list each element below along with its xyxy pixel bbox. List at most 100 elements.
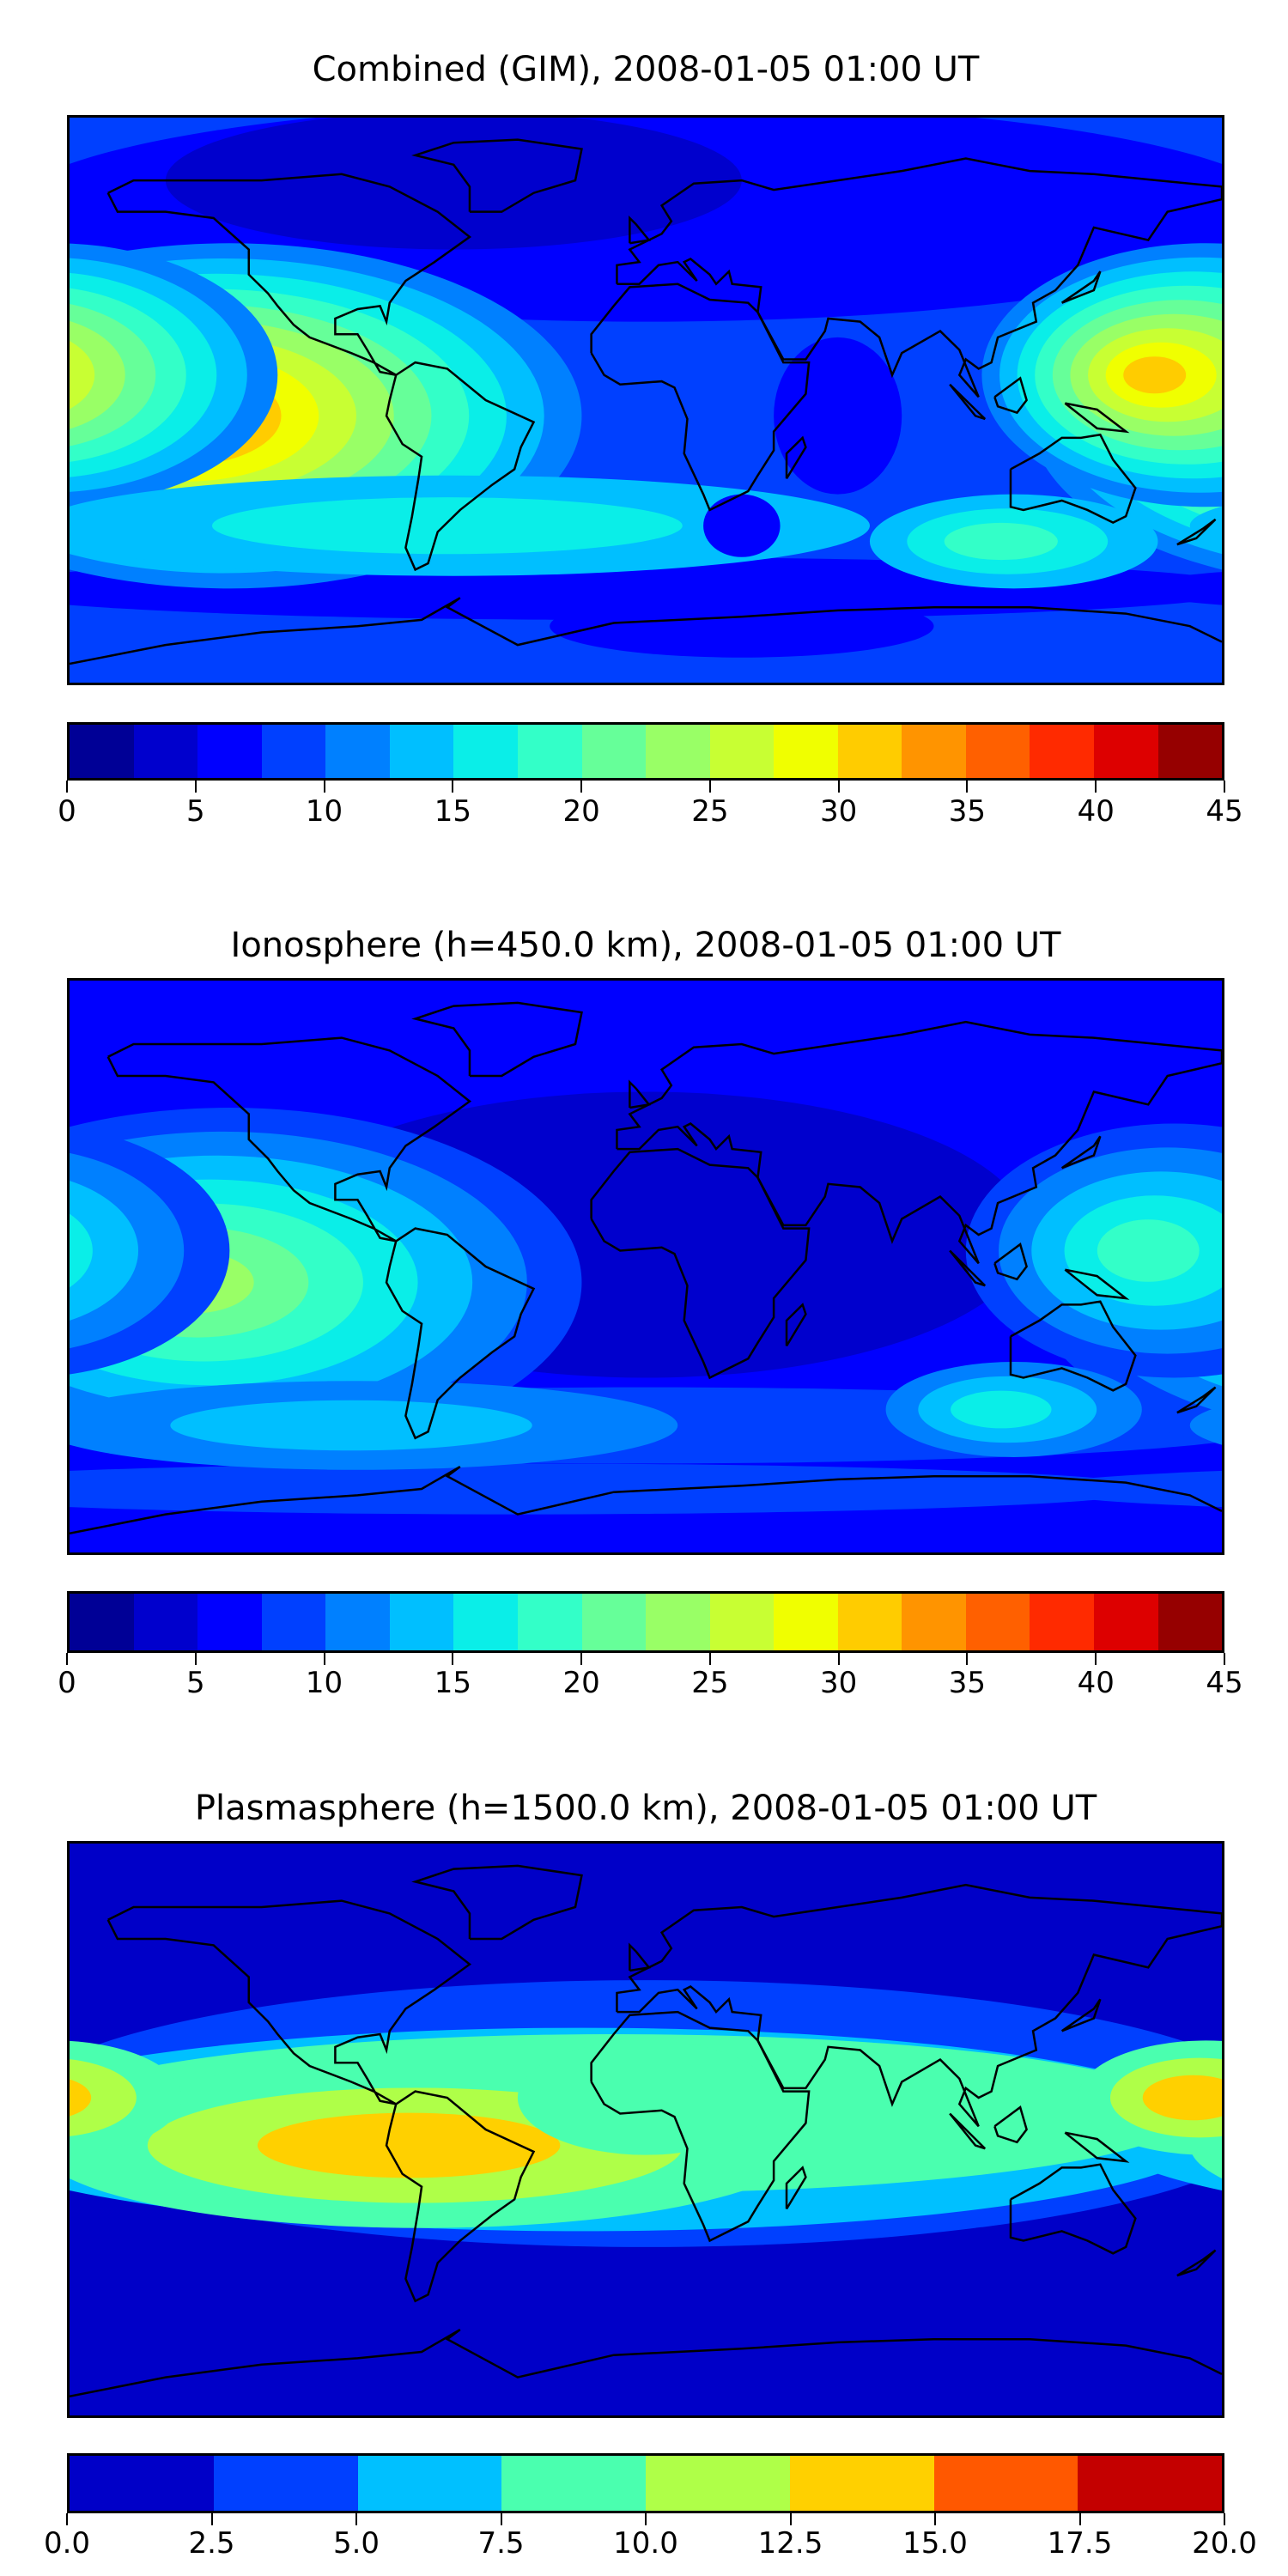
colorbar-tick-label: 15 bbox=[434, 794, 471, 829]
map-plot bbox=[67, 115, 1224, 685]
colorbar-tick-label: 25 bbox=[691, 1666, 729, 1700]
coastline bbox=[950, 385, 985, 419]
contour-band bbox=[165, 118, 742, 250]
colorbar bbox=[67, 1591, 1224, 1653]
colorbar-segment bbox=[517, 1594, 582, 1650]
coastline bbox=[1065, 2133, 1126, 2161]
contour-level bbox=[1123, 356, 1187, 394]
contour-level bbox=[1142, 2075, 1222, 2121]
coastline bbox=[108, 174, 470, 375]
colorbar-segment bbox=[902, 725, 966, 778]
contour-band bbox=[1126, 572, 1222, 605]
colorbar-tick-label: 5 bbox=[185, 794, 205, 829]
colorbar-tick bbox=[966, 1653, 969, 1665]
coastline bbox=[994, 1244, 1026, 1279]
colorbar-tick bbox=[452, 781, 454, 793]
colorbar-segment bbox=[837, 725, 902, 778]
coastline bbox=[1065, 404, 1126, 432]
colorbar-tick-label: 30 bbox=[820, 1666, 858, 1700]
colorbar-segment bbox=[501, 2456, 646, 2511]
contour-level bbox=[1097, 1219, 1200, 1282]
coastline bbox=[1177, 519, 1216, 544]
colorbar-tick-label: 7.5 bbox=[477, 2526, 525, 2561]
colorbar-tick bbox=[708, 781, 711, 793]
colorbar-tick bbox=[1095, 781, 1097, 793]
colorbar-segment bbox=[902, 1594, 966, 1650]
colorbar-segment bbox=[133, 725, 198, 778]
colorbar-segment bbox=[197, 725, 262, 778]
colorbar-tick bbox=[966, 781, 969, 793]
colorbar-tick bbox=[645, 2513, 647, 2525]
coastline bbox=[1177, 2251, 1216, 2276]
colorbar-segment bbox=[261, 725, 326, 778]
colorbar-segment bbox=[774, 725, 838, 778]
colorbar-tick bbox=[708, 1653, 711, 1665]
colorbar-segment bbox=[1078, 2456, 1222, 2511]
colorbar-tick bbox=[323, 1653, 325, 1665]
colorbar-tick bbox=[66, 781, 68, 793]
colorbar-tick-label: 45 bbox=[1206, 794, 1243, 829]
colorbar-tick-label: 0.0 bbox=[43, 2526, 91, 2561]
contour-level bbox=[70, 320, 125, 429]
colorbar-tick bbox=[194, 1653, 197, 1665]
colorbar-tick-label: 0 bbox=[58, 1666, 76, 1700]
colorbar-segment bbox=[1030, 725, 1094, 778]
coastline bbox=[950, 2114, 985, 2149]
colorbar-segment bbox=[1094, 725, 1158, 778]
colorbar-tick-label: 15 bbox=[434, 1666, 471, 1700]
contour-level bbox=[70, 1213, 93, 1288]
colorbar bbox=[67, 2453, 1224, 2513]
coastline bbox=[416, 1003, 582, 1076]
colorbar-segment bbox=[965, 1594, 1030, 1650]
colorbar-tick-label: 10.0 bbox=[613, 2526, 678, 2561]
colorbar-segment bbox=[933, 2456, 1078, 2511]
colorbar-segment bbox=[133, 1594, 198, 1650]
colorbar-tick-label: 15.0 bbox=[902, 2526, 968, 2561]
contour-band bbox=[70, 1463, 1158, 1515]
coastline bbox=[617, 159, 1222, 398]
coastline bbox=[787, 438, 805, 479]
colorbar-tick bbox=[1095, 1653, 1097, 1665]
contour-level bbox=[517, 2040, 775, 2155]
coastline bbox=[108, 1901, 470, 2105]
colorbar-tick bbox=[1078, 2513, 1081, 2525]
colorbar-tick-label: 20.0 bbox=[1192, 2526, 1257, 2561]
contour-band bbox=[1157, 163, 1222, 260]
coastline bbox=[1065, 1270, 1126, 1298]
colorbar-tick-label: 35 bbox=[948, 1666, 987, 1700]
colorbar-segment bbox=[261, 1594, 326, 1650]
coastline bbox=[108, 1038, 470, 1242]
colorbar-segment bbox=[965, 725, 1030, 778]
colorbar-tick bbox=[1224, 2513, 1225, 2525]
colorbar-segment bbox=[789, 2456, 934, 2511]
contour-level bbox=[703, 494, 781, 557]
colorbar bbox=[67, 722, 1224, 781]
colorbar-tick-label: 10 bbox=[305, 794, 343, 829]
contour-level bbox=[70, 2059, 137, 2136]
colorbar-tick-label: 35 bbox=[948, 794, 987, 829]
contour-level bbox=[1189, 1406, 1222, 1445]
colorbar-tick-label: 17.5 bbox=[1047, 2526, 1113, 2561]
colorbar-tick bbox=[837, 1653, 840, 1665]
coastline bbox=[70, 1467, 1222, 1534]
map-plot bbox=[67, 978, 1224, 1555]
coastline bbox=[1011, 2165, 1135, 2254]
colorbar-tick bbox=[210, 2513, 213, 2525]
colorbar-tick-label: 5.0 bbox=[332, 2526, 380, 2561]
colorbar-tick-label: 0 bbox=[58, 794, 76, 829]
colorbar-segment bbox=[357, 2456, 502, 2511]
coastline bbox=[617, 1022, 1222, 1263]
colorbar-tick-label: 25 bbox=[691, 794, 729, 829]
colorbar-tick bbox=[580, 781, 583, 793]
colorbar-segment bbox=[1157, 725, 1223, 778]
coastline bbox=[629, 1082, 648, 1108]
colorbar-segment bbox=[581, 725, 647, 778]
coastline bbox=[1177, 1388, 1216, 1413]
coastline bbox=[592, 1149, 809, 1377]
map-plot bbox=[67, 1841, 1224, 2418]
coastline bbox=[1062, 271, 1101, 303]
colorbar-segment bbox=[453, 1594, 518, 1650]
colorbar-tick-label: 45 bbox=[1206, 1666, 1243, 1700]
chart-title: Ionosphere (h=450.0 km), 2008-01-05 01:0… bbox=[230, 926, 1061, 965]
contour-band bbox=[550, 594, 934, 658]
